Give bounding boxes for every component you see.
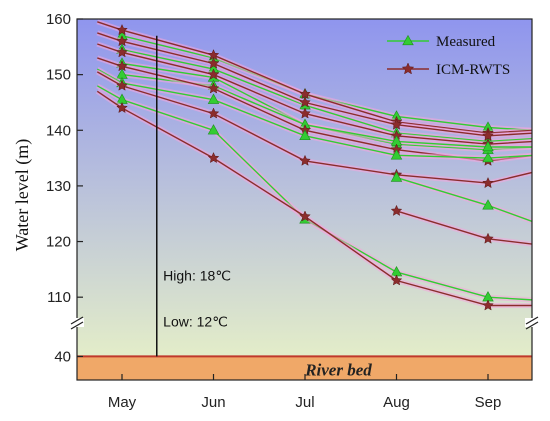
measured-point [207, 93, 220, 104]
measured-point [482, 199, 494, 210]
series-line [121, 35, 532, 131]
y-tick-label: 150 [46, 67, 71, 84]
y-tick-label: 130 [46, 178, 71, 195]
axis-break-slash [70, 321, 84, 330]
icm-rwts-point [207, 57, 220, 69]
river-bed-label: River bed [304, 360, 372, 379]
y-tick-label: 140 [46, 122, 71, 139]
axis-break-marks [70, 316, 539, 330]
y-tick-label: 110 [47, 289, 71, 306]
icm-rwts-point [482, 232, 494, 244]
icm-rwts-point [116, 79, 128, 91]
measured-point [482, 140, 494, 152]
legend-label-measured: Measured [436, 34, 496, 50]
axis-break-slash [525, 321, 539, 330]
legend-marker-icm-rwts [401, 62, 415, 75]
measured-point [482, 151, 494, 163]
icm-rwts-point [207, 68, 220, 80]
axis-break-gap [525, 318, 539, 327]
icm-rwts-point [482, 176, 494, 189]
measured-point [207, 124, 220, 135]
icm-rwts-point [482, 299, 494, 311]
icm-rwts-point [116, 46, 128, 58]
y-tick-label: 120 [46, 234, 71, 251]
x-tick-label: Jul [295, 394, 314, 411]
series-icm_rwts-3 [96, 30, 532, 141]
y-axis-title: Water level (m) [12, 139, 33, 252]
legend: Measured ICM-RWTS [387, 34, 510, 78]
series-line [121, 48, 532, 143]
legend-label-icm_rwts: ICM-RWTS [436, 62, 510, 78]
icm-rwts-point [116, 35, 128, 47]
series-icm_rwts-13 [390, 204, 532, 247]
icm-rwts-point [299, 154, 311, 166]
series-layer [95, 19, 532, 311]
legend-marker-measured [402, 34, 414, 46]
icm-rwts-point [390, 118, 403, 130]
icm-rwts-point [116, 23, 128, 36]
x-axis-ticks: May Jun Jul Aug Sep [108, 374, 502, 411]
icm-rwts-point [390, 274, 403, 286]
series-icm_rwts-11 [95, 89, 532, 311]
axis-break-slash [70, 316, 84, 325]
measured-point [390, 149, 403, 160]
x-tick-label: Jun [201, 394, 225, 411]
x-tick-label: May [108, 394, 137, 411]
icm-rwts-point [299, 210, 311, 222]
x-tick-label: Aug [383, 394, 410, 411]
axis-break-gap [70, 318, 84, 327]
y-axis-ticks: 110 120 130 140 150 160 40 [46, 11, 83, 365]
annotation-low-temp: Low: 12℃ [163, 314, 228, 330]
measured-point [299, 129, 311, 140]
icm-rwts-point [390, 204, 403, 216]
annotation-high-temp: High: 18℃ [163, 267, 231, 283]
icm-rwts-point [207, 82, 220, 94]
y-tick-label: 40 [54, 348, 71, 365]
icm-rwts-point [299, 107, 311, 119]
river-bed-band [77, 356, 532, 380]
icm-rwts-point [116, 101, 128, 114]
y-tick-label: 160 [46, 11, 71, 28]
measured-point [390, 171, 403, 182]
axis-break-slash [525, 316, 539, 325]
x-tick-label: Sep [475, 394, 502, 411]
icm-rwts-point [116, 60, 128, 72]
series-measured-12 [390, 171, 532, 225]
icm-rwts-point [207, 151, 220, 164]
icm-rwts-point [207, 107, 220, 119]
icm-rwts-point [299, 96, 311, 108]
